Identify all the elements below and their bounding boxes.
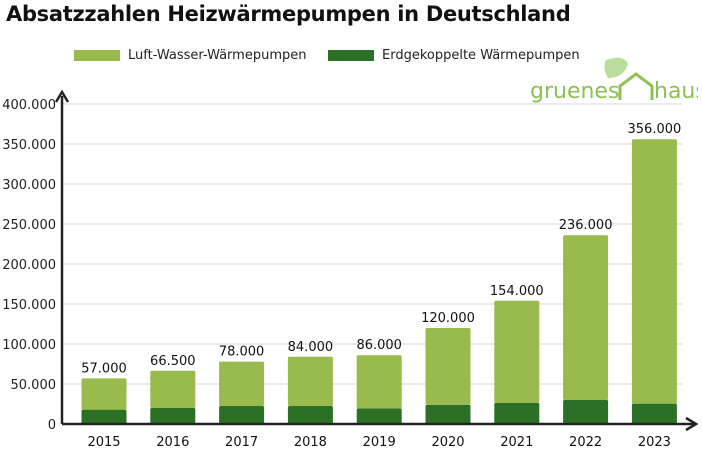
- legend-swatch: [74, 50, 120, 61]
- logo-text-right: haus: [654, 79, 698, 104]
- x-tick-label: 2020: [431, 435, 464, 450]
- leaf-icon: [604, 57, 628, 78]
- x-tick-label: 2018: [294, 435, 327, 450]
- data-label: 84.000: [288, 340, 334, 355]
- legend-swatch: [328, 50, 374, 61]
- data-label: 154.000: [490, 284, 544, 299]
- legend-item-luft-wasser: Luft-Wasser-Wärmepumpen: [74, 48, 306, 63]
- bar-segment: [356, 408, 402, 424]
- bar-segment: [631, 403, 677, 424]
- bar-segment: [81, 378, 127, 410]
- y-tick-label: 100.000: [2, 338, 56, 353]
- y-tick-label: 150.000: [2, 298, 56, 313]
- data-label: 236.000: [559, 218, 613, 233]
- bar-segment: [287, 356, 333, 406]
- x-tick-label: 2021: [500, 435, 533, 450]
- x-tick-label: 2022: [569, 435, 602, 450]
- x-axis-arrow-icon: [685, 416, 699, 432]
- bar-segment: [287, 406, 333, 424]
- data-label: 57.000: [81, 361, 127, 376]
- y-axis-arrow-icon: [54, 89, 70, 103]
- bar-segment: [150, 408, 196, 424]
- bar-segment: [494, 402, 540, 424]
- bar-segment: [81, 409, 127, 424]
- legend-label: Luft-Wasser-Wärmepumpen: [128, 48, 307, 63]
- data-label: 120.000: [421, 311, 475, 326]
- bar-segment: [563, 400, 609, 424]
- bar-segment: [425, 328, 471, 405]
- y-tick-label: 350.000: [2, 138, 56, 153]
- x-tick-label: 2015: [87, 435, 120, 450]
- logo-text-left: gruenes: [530, 79, 619, 104]
- house-icon: [618, 72, 654, 100]
- legend-item-erdgekoppelt: Erdgekoppelte Wärmepumpen: [328, 48, 580, 63]
- x-tick-label: 2016: [156, 435, 189, 450]
- data-label: 78.000: [219, 345, 265, 360]
- y-tick-label: 200.000: [2, 258, 56, 273]
- x-tick-label: 2017: [225, 435, 258, 450]
- x-tick-label: 2019: [363, 435, 396, 450]
- y-tick-label: 0: [48, 418, 56, 433]
- gruenes-haus-logo: gruenes haus: [530, 57, 698, 104]
- data-label: 66.500: [150, 354, 196, 369]
- bar-segment: [631, 139, 677, 404]
- bar-segment: [356, 355, 402, 409]
- bar-segment: [494, 300, 540, 403]
- bar-segment: [563, 235, 609, 400]
- bar-segment: [425, 404, 471, 424]
- bar-segment: [219, 406, 265, 424]
- chart-title: Absatzzahlen Heizwärmepumpen in Deutschl…: [6, 2, 571, 26]
- y-tick-label: 50.000: [11, 378, 57, 393]
- bar-segment: [150, 370, 196, 408]
- y-tick-label: 250.000: [2, 218, 56, 233]
- y-tick-label: 400.000: [2, 98, 56, 113]
- bar-segment: [219, 361, 265, 406]
- data-label: 86.000: [356, 338, 402, 353]
- x-tick-label: 2023: [638, 435, 671, 450]
- y-tick-label: 300.000: [2, 178, 56, 193]
- data-label: 356.000: [628, 122, 682, 137]
- legend-label: Erdgekoppelte Wärmepumpen: [382, 48, 580, 63]
